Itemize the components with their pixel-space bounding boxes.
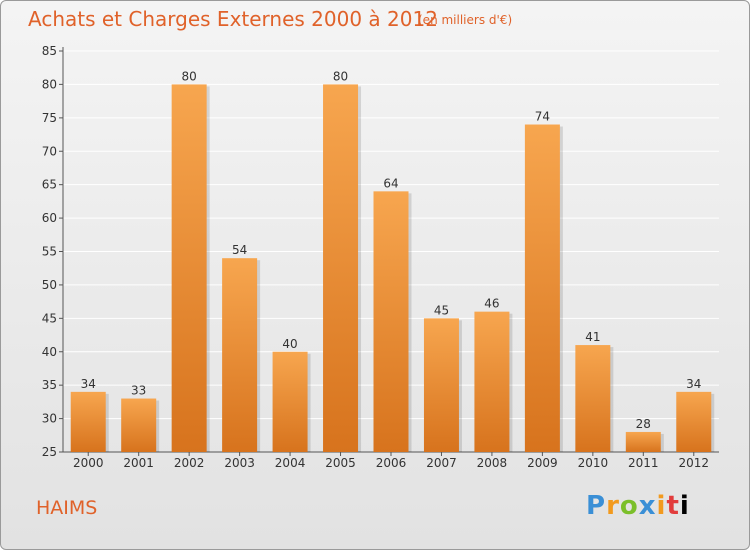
bar xyxy=(70,391,106,452)
commune-name: HAIMS xyxy=(36,497,98,519)
x-tick-label: 2008 xyxy=(477,456,508,470)
bar-value-label: 46 xyxy=(484,297,499,311)
y-tick-label: 75 xyxy=(42,111,57,125)
bar xyxy=(171,84,207,453)
bar xyxy=(121,398,157,452)
x-tick-label: 2009 xyxy=(527,456,558,470)
bar-value-label: 34 xyxy=(686,377,701,391)
chart-unit: (en milliers d'€) xyxy=(418,13,513,27)
y-tick-label: 55 xyxy=(42,245,57,259)
bar xyxy=(676,391,712,452)
bar xyxy=(423,318,459,452)
bar-value-label: 40 xyxy=(282,337,297,351)
x-tick-label: 2007 xyxy=(426,456,457,470)
x-tick-label: 2000 xyxy=(73,456,104,470)
y-tick-label: 40 xyxy=(42,345,57,359)
x-tick-label: 2002 xyxy=(174,456,205,470)
bar-value-label: 41 xyxy=(585,330,600,344)
y-tick-label: 80 xyxy=(42,77,57,91)
bar xyxy=(524,124,560,453)
bar xyxy=(575,345,611,452)
bar-value-label: 74 xyxy=(535,110,550,124)
bar-value-label: 28 xyxy=(636,417,651,431)
x-tick-label: 2011 xyxy=(628,456,659,470)
bar-value-label: 45 xyxy=(434,303,449,317)
y-tick-label: 65 xyxy=(42,178,57,192)
y-tick-label: 50 xyxy=(42,278,57,292)
y-tick-label: 45 xyxy=(42,311,57,325)
bar xyxy=(323,84,359,453)
y-tick-label: 35 xyxy=(42,378,57,392)
bar-value-label: 80 xyxy=(182,69,197,83)
chart-title: Achats et Charges Externes 2000 à 2012 xyxy=(28,7,438,31)
bar-value-label: 64 xyxy=(383,176,398,190)
x-tick-label: 2001 xyxy=(123,456,154,470)
bar xyxy=(272,351,308,452)
x-tick-label: 2004 xyxy=(275,456,306,470)
bar xyxy=(373,191,409,452)
bar-value-label: 54 xyxy=(232,243,247,257)
bar xyxy=(222,258,258,452)
y-tick-label: 60 xyxy=(42,211,57,225)
x-tick-label: 2006 xyxy=(376,456,407,470)
x-tick-label: 2005 xyxy=(325,456,356,470)
bar-value-label: 80 xyxy=(333,69,348,83)
proxiti-logo: Proxiti xyxy=(586,491,690,521)
y-tick-label: 30 xyxy=(42,412,57,426)
bar xyxy=(474,311,510,452)
x-tick-label: 2003 xyxy=(224,456,255,470)
bar-value-label: 34 xyxy=(81,377,96,391)
y-tick-label: 85 xyxy=(42,44,57,58)
x-tick-label: 2010 xyxy=(578,456,609,470)
x-tick-label: 2012 xyxy=(678,456,709,470)
y-tick-label: 25 xyxy=(42,445,57,459)
bar xyxy=(625,431,661,452)
bar-value-label: 33 xyxy=(131,384,146,398)
y-tick-label: 70 xyxy=(42,144,57,158)
